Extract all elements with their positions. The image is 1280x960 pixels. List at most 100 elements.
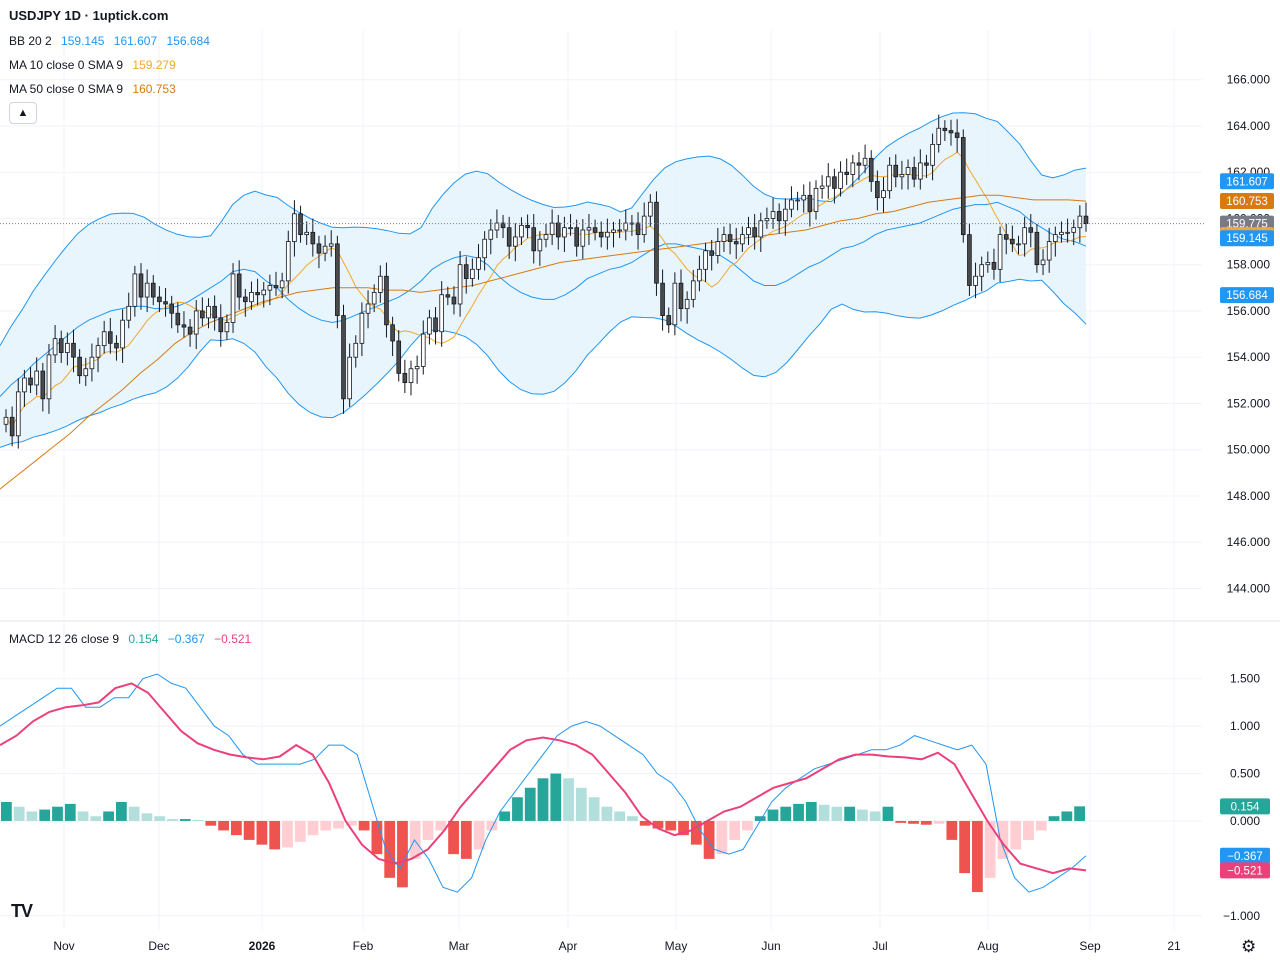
candle-body: [77, 356, 82, 377]
gear-icon[interactable]: ⚙: [1241, 937, 1257, 956]
bb-label: BB 20 2: [9, 34, 52, 48]
candle-body: [328, 243, 334, 247]
ma50-label: MA 50 close 0 SMA 9: [9, 82, 124, 96]
candle-body: [991, 261, 997, 270]
candle-body: [997, 234, 1003, 270]
candle-body: [169, 303, 174, 314]
candle-body: [789, 199, 794, 210]
y-tick-label: 154.000: [1227, 350, 1271, 364]
candle-body: [807, 194, 813, 212]
candle-body: [1010, 238, 1015, 245]
candle-body: [71, 342, 76, 358]
candle-body: [304, 231, 309, 236]
candle-body: [65, 342, 70, 353]
candle-body: [549, 222, 555, 236]
macd-histogram-bar: [294, 820, 306, 842]
candle-body: [1022, 227, 1027, 245]
candles: [3, 114, 1089, 449]
macd-histogram-bar: [77, 811, 89, 821]
macd-y-tick-label: 0.000: [1230, 814, 1260, 828]
macd-histogram-bar: [639, 820, 651, 826]
macd-histogram-bar: [1, 801, 12, 821]
macd-line: [0, 673, 1087, 893]
candle-body: [1053, 234, 1058, 242]
candle-body: [555, 222, 561, 238]
candle-body: [592, 227, 598, 233]
candle-body: [654, 201, 659, 284]
candle-body: [384, 275, 389, 326]
candle-body: [132, 273, 138, 307]
ma50-line: [0, 194, 1087, 490]
macd-badge: [1220, 847, 1270, 864]
candle-body: [795, 199, 800, 202]
candle-body: [378, 275, 383, 293]
macd-histogram-bar: [614, 811, 626, 821]
y-tick-label: 146.000: [1227, 535, 1271, 549]
candle-body: [733, 241, 739, 245]
macd-histogram-bar: [665, 820, 677, 831]
candle-body: [617, 229, 622, 232]
candle-body: [598, 231, 604, 238]
macd-histogram-bar: [192, 820, 204, 821]
macd-histogram-bar: [678, 820, 689, 836]
ma50-value: 160.753: [132, 82, 176, 96]
candle-body: [666, 315, 672, 326]
candle-body: [224, 322, 230, 333]
macd-histogram-bar: [179, 819, 191, 821]
ma10-legend: MA 10 close 0 SMA 9 159.279: [9, 58, 176, 72]
price-badge: [1220, 173, 1274, 190]
candle-body: [427, 317, 432, 335]
macd-histogram-bar: [857, 809, 868, 821]
macd-histogram-bar: [473, 820, 485, 850]
candle-body: [120, 319, 125, 349]
macd-histogram-bar: [908, 820, 919, 824]
candle-body: [844, 171, 849, 175]
candle-body: [862, 157, 868, 166]
macd-histogram-bar: [920, 820, 932, 825]
collapse-legend-button[interactable]: ▲: [9, 102, 37, 124]
bb-upper-line: [0, 112, 1087, 346]
candle-body: [764, 218, 770, 222]
macd-histogram-bar: [39, 809, 51, 821]
candle-body: [580, 229, 586, 247]
tradingview-logo[interactable]: TV: [11, 901, 33, 921]
candle-body: [960, 137, 966, 236]
bb-fill: [0, 112, 1086, 448]
macd-lines: [0, 673, 1087, 893]
candle-body: [347, 356, 352, 400]
price-badge-label: 160.753: [1226, 196, 1268, 208]
macd-histogram-bar: [460, 820, 472, 859]
macd-histogram-bar: [52, 806, 63, 821]
x-tick-label: Aug: [977, 939, 998, 953]
macd-histogram-bar: [895, 820, 907, 823]
x-tick-label: Sep: [1079, 939, 1101, 953]
candle-body: [973, 275, 978, 286]
macd-histogram-bar: [448, 820, 459, 855]
macd-histogram-bar: [103, 811, 114, 821]
price-badge-label: 161.607: [1226, 176, 1268, 188]
candle-body: [255, 292, 260, 296]
candle-body: [525, 224, 530, 229]
macd-badge-label: −0.367: [1227, 851, 1263, 863]
candle-body: [776, 211, 782, 222]
ma10-label: MA 10 close 0 SMA 9: [9, 58, 124, 72]
macd-histogram-bar: [805, 801, 817, 821]
macd-histogram-bar: [844, 806, 856, 821]
y-tick-label: 152.000: [1227, 396, 1271, 410]
bb-mid-value: 159.145: [61, 34, 105, 48]
candle-body: [292, 213, 297, 242]
y-tick-label: 156.000: [1227, 304, 1271, 318]
macd-histogram-bar: [397, 820, 408, 888]
macd-histogram-bar: [524, 787, 536, 821]
candle-body: [218, 317, 224, 333]
candle-body: [513, 236, 518, 247]
macd-histogram-bar: [1035, 820, 1047, 831]
macd-histogram-bar: [882, 806, 894, 821]
macd-histogram-bar: [997, 820, 1009, 859]
candle-body: [40, 370, 46, 400]
candle-body: [58, 338, 64, 353]
candle-body: [144, 282, 150, 298]
candle-body: [310, 231, 316, 245]
macd-y-tick-label: 0.500: [1230, 767, 1260, 781]
